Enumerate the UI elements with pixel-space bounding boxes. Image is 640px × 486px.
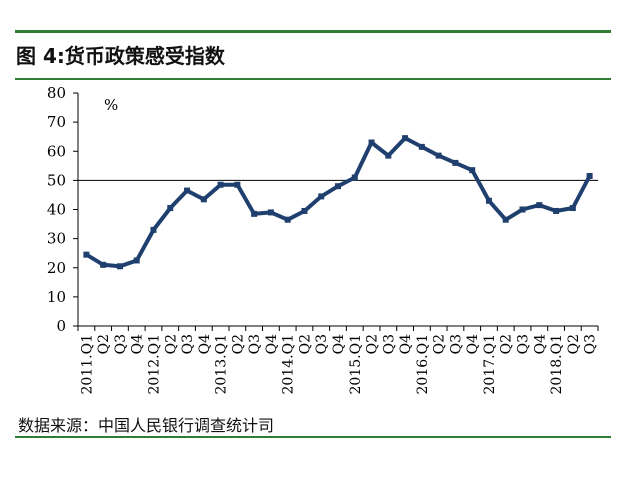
data-point (385, 152, 392, 159)
x-tick-label: Q3 (247, 334, 263, 354)
data-point (167, 205, 174, 212)
data-point (502, 216, 509, 223)
x-tick-label: Q3 (314, 334, 330, 354)
y-tick-label: 0 (56, 317, 66, 335)
x-tick-label: Q2 (365, 334, 381, 354)
data-point (133, 257, 140, 264)
data-point (200, 196, 207, 203)
x-tick-label: Q4 (465, 334, 481, 354)
x-tick-label: Q3 (180, 334, 196, 354)
data-point (536, 202, 543, 209)
y-tick-label: 60 (47, 142, 66, 160)
data-point (318, 193, 325, 200)
x-tick-label: Q2 (566, 334, 582, 354)
data-point (116, 263, 123, 270)
x-tick-label: Q4 (264, 334, 280, 354)
x-tick-label: Q4 (532, 334, 548, 354)
data-point (251, 210, 258, 217)
data-point (284, 216, 291, 223)
x-tick-label: 2015.Q1 (348, 334, 364, 394)
data-point (150, 226, 157, 233)
data-point (402, 135, 409, 142)
y-tick-label: 40 (47, 201, 66, 219)
x-tick-label: Q4 (331, 334, 347, 354)
data-point (418, 143, 425, 150)
x-tick-label: Q4 (197, 334, 213, 354)
source-note: 数据来源：中国人民银行调查统计司 (18, 416, 275, 435)
x-tick-label: Q2 (499, 334, 515, 354)
x-tick-label: 2012.Q1 (146, 334, 162, 394)
x-tick-label: 2014.Q1 (281, 334, 297, 394)
data-point (586, 173, 593, 180)
bottom-rule (15, 436, 611, 438)
data-point (553, 207, 560, 214)
data-point (335, 183, 341, 190)
data-point (368, 139, 375, 146)
y-tick-label: 20 (47, 259, 66, 277)
data-point (234, 181, 241, 188)
data-point (469, 167, 476, 174)
x-tick-label: Q3 (448, 334, 464, 354)
data-point (301, 207, 308, 214)
x-tick-label: Q3 (381, 334, 397, 354)
data-point (435, 152, 442, 159)
y-tick-label: 30 (47, 230, 66, 248)
y-tick-label: 80 (47, 84, 66, 102)
data-point (519, 206, 526, 213)
x-tick-label: 2017.Q1 (482, 334, 498, 394)
x-tick-label: Q4 (130, 334, 146, 354)
x-tick-label: Q2 (163, 334, 179, 354)
data-point (485, 197, 492, 204)
data-point (351, 174, 358, 181)
x-tick-label: Q2 (96, 334, 112, 354)
y-tick-label: 70 (47, 113, 66, 131)
x-tick-label: Q3 (113, 334, 129, 354)
y-tick-label: 10 (47, 288, 66, 306)
x-tick-label: 2018.Q1 (549, 334, 565, 394)
data-point (83, 251, 90, 258)
x-tick-label: Q4 (398, 334, 414, 354)
data-point (217, 181, 224, 188)
x-tick-label: Q3 (516, 334, 532, 354)
data-point (569, 205, 576, 212)
data-point (267, 209, 274, 216)
series-line (85, 136, 592, 269)
x-tick-label: 2016.Q1 (415, 334, 431, 394)
chart-title: 图 4:货币政策感受指数 (16, 44, 225, 68)
x-tick-label: Q2 (230, 334, 246, 354)
y-tick-label: 50 (47, 171, 66, 189)
top-rule (15, 30, 611, 33)
x-tick-label: 2011.Q1 (79, 334, 95, 394)
title-rule (15, 78, 611, 80)
data-point (184, 187, 191, 194)
data-point (452, 159, 459, 166)
x-tick-label: 2013.Q1 (214, 334, 230, 394)
x-tick-label: Q2 (297, 334, 313, 354)
data-point (100, 261, 107, 268)
unit-label: % (104, 96, 118, 114)
x-tick-label: Q3 (583, 334, 599, 354)
x-tick-label: Q2 (432, 334, 448, 354)
